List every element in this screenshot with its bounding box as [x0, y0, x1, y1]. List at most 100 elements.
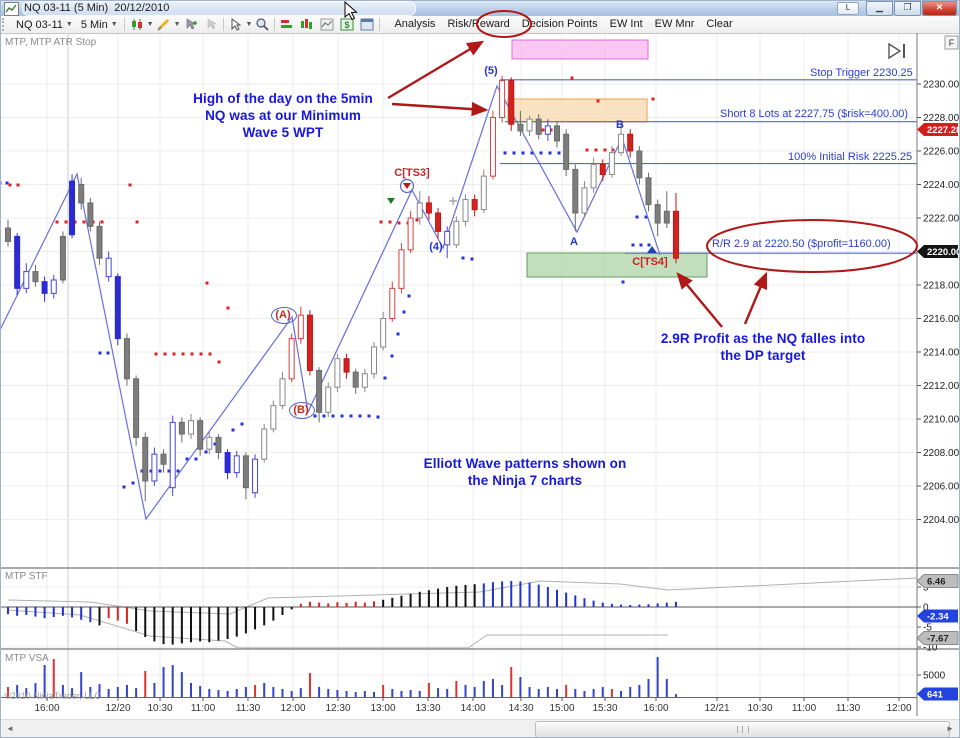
wave-label-b: B — [616, 119, 624, 131]
resistance-dot — [181, 352, 185, 356]
resistance-dot — [415, 218, 419, 222]
candlestick — [627, 133, 634, 152]
risk-reward-label[interactable]: R/R 2.9 at 2220.50 ($profit=1160.00) — [712, 238, 891, 250]
price-axis-label: 2230.00 — [923, 80, 960, 91]
menu-item-analysis[interactable]: Analysis — [394, 18, 436, 30]
candlestick — [50, 279, 57, 294]
cursor-tool-button[interactable] — [226, 17, 246, 32]
scroll-right-arrow-icon[interactable]: ► — [946, 724, 954, 733]
support-dot — [383, 376, 387, 380]
scrollbar-thumb[interactable] — [535, 721, 950, 738]
time-axis-label: 12:30 — [325, 703, 350, 714]
candlestick — [672, 210, 679, 259]
support-dot — [106, 351, 110, 355]
support-dot — [131, 481, 135, 485]
chart-region-button[interactable] — [317, 17, 337, 32]
data-series-button[interactable] — [297, 17, 317, 32]
candlestick — [453, 220, 460, 246]
menu-item-ew-mnr[interactable]: EW Mnr — [654, 18, 695, 30]
lock-button[interactable]: L — [837, 2, 859, 15]
resistance-dot — [55, 220, 59, 224]
menu-item-clear[interactable]: Clear — [706, 18, 733, 30]
remove-indicator-button[interactable] — [201, 17, 221, 32]
candlestick — [151, 453, 158, 482]
minimize-button[interactable]: ▁ — [866, 1, 893, 16]
instrument-selector[interactable]: NQ 03-11 ▼ — [12, 17, 77, 32]
time-axis-label: 10:30 — [147, 703, 172, 714]
candlestick — [499, 80, 506, 118]
price-axis-label: 2228.00 — [923, 113, 960, 124]
candlestick — [654, 204, 661, 224]
initial-risk-label[interactable]: 100% Initial Risk 2225.25 — [788, 151, 913, 163]
close-button[interactable]: ✕ — [922, 1, 957, 16]
dp-zone — [507, 98, 648, 123]
support-dot — [176, 469, 180, 473]
time-axis-label: 12:00 — [280, 703, 305, 714]
support-dot — [512, 151, 516, 155]
resistance-dot — [549, 128, 553, 132]
toolbar-grip[interactable] — [2, 18, 9, 31]
bars-panel-button[interactable] — [277, 17, 297, 32]
candlestick — [188, 420, 194, 435]
interval-label: 5 Min — [80, 18, 108, 31]
candlestick — [489, 117, 496, 177]
resistance-dot — [611, 148, 615, 152]
candlestick — [288, 338, 295, 380]
short-entry-label[interactable]: Short 8 Lots at 2227.75 ($risk=400.00) — [720, 108, 909, 120]
price-tag — [917, 123, 958, 137]
focus-button[interactable] — [944, 35, 959, 50]
annotation-arrow — [743, 271, 768, 325]
candlestick — [398, 249, 405, 289]
candlestick — [78, 184, 85, 204]
interval-selector[interactable]: 5 Min ▼ — [77, 17, 122, 32]
resistance-dot — [397, 221, 401, 225]
resistance-dot — [73, 220, 77, 224]
candlestick — [114, 276, 121, 340]
menu-item-ew-int[interactable]: EW Int — [609, 18, 643, 30]
wave-label-minor-a: (A) — [275, 309, 291, 321]
chevron-down-icon: ▼ — [110, 21, 118, 28]
time-axis-label: 12/21 — [704, 703, 729, 714]
time-axis-label: 11:30 — [836, 703, 861, 714]
scroll-left-arrow-icon[interactable]: ◄ — [6, 724, 14, 733]
zoom-button[interactable] — [252, 17, 272, 32]
stf-tag-text: -2.34 — [927, 612, 949, 623]
wave-label-cts4: C[TS4] — [632, 256, 668, 268]
candlestick — [32, 271, 39, 283]
wave-label-4: (4) — [429, 241, 443, 253]
support-dot — [635, 215, 639, 219]
strategy-menu: Analysis Risk/Reward Decision Points EW Int… — [388, 17, 738, 32]
candlestick — [444, 230, 451, 246]
support-dot — [521, 151, 525, 155]
restore-button[interactable]: ❐ — [894, 1, 921, 16]
chevron-down-icon[interactable]: ▼ — [146, 21, 154, 28]
candlestick — [352, 371, 359, 388]
resistance-dot — [172, 352, 176, 356]
candlestick — [380, 318, 387, 348]
support-dot — [231, 428, 235, 432]
support-dot — [0, 181, 2, 185]
price-axis-label: 2216.00 — [923, 314, 960, 325]
chevron-down-icon[interactable]: ▼ — [245, 21, 253, 28]
menu-item-decision-points[interactable]: Decision Points — [521, 18, 598, 30]
resistance-dot — [8, 183, 12, 187]
time-axis-label: 14:00 — [460, 703, 485, 714]
candlestick — [636, 150, 643, 179]
chevron-down-icon[interactable]: ▼ — [173, 21, 181, 28]
resistance-dot — [603, 148, 607, 152]
stop-trigger-label[interactable]: Stop Trigger 2230.25 — [810, 67, 913, 79]
candlestick — [590, 163, 597, 189]
chart-style-button[interactable] — [127, 17, 147, 32]
stf-tag — [916, 631, 959, 645]
add-indicator-button[interactable] — [181, 17, 201, 32]
support-dot — [376, 415, 380, 419]
step-forward-icon[interactable] — [888, 42, 902, 60]
price-tag-text: 2227.28 — [927, 125, 960, 136]
window-panel-button[interactable] — [357, 17, 377, 32]
support-dot — [204, 450, 208, 454]
account-dollar-button[interactable]: $ — [337, 17, 357, 32]
menu-item-risk-reward[interactable]: Risk/Reward — [447, 18, 510, 30]
horizontal-scrollbar[interactable]: ◄ ► — [0, 719, 960, 738]
candlestick — [306, 314, 313, 371]
drawing-tools-button[interactable] — [154, 17, 174, 32]
